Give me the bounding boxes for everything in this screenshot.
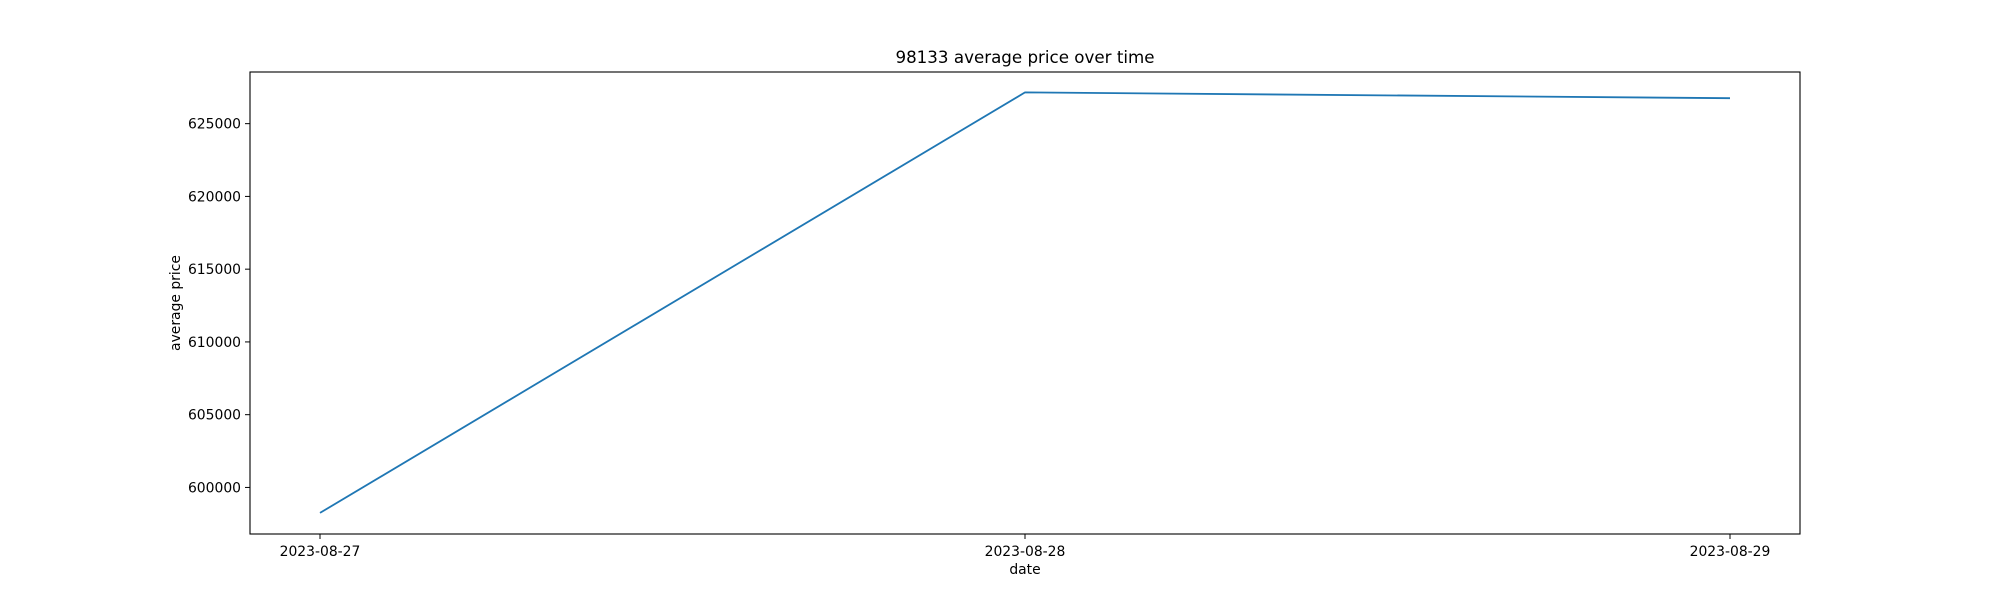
plot-area [319,91,1731,514]
x-tick-label: 2023-08-28 [985,544,1066,560]
x-tick-label: 2023-08-29 [1690,544,1771,560]
y-tick-label: 625000 [188,117,241,133]
y-tick-label: 605000 [188,408,241,424]
x-tick-label: 2023-08-27 [280,544,361,560]
x-axis: 2023-08-27 2023-08-28 2023-08-29 [280,534,1771,560]
plot-frame [249,71,1801,535]
series-line [319,91,1731,514]
y-axis: 600000 605000 610000 615000 620000 625000 [188,117,250,496]
y-tick-label: 615000 [188,262,241,278]
y-tick-label: 610000 [188,335,241,351]
y-tick-label: 620000 [188,189,241,205]
y-axis-label: average price [168,255,184,351]
x-axis-label: date [1009,562,1040,578]
y-tick-label: 600000 [188,480,241,496]
chart-title: 98133 average price over time [895,47,1154,67]
